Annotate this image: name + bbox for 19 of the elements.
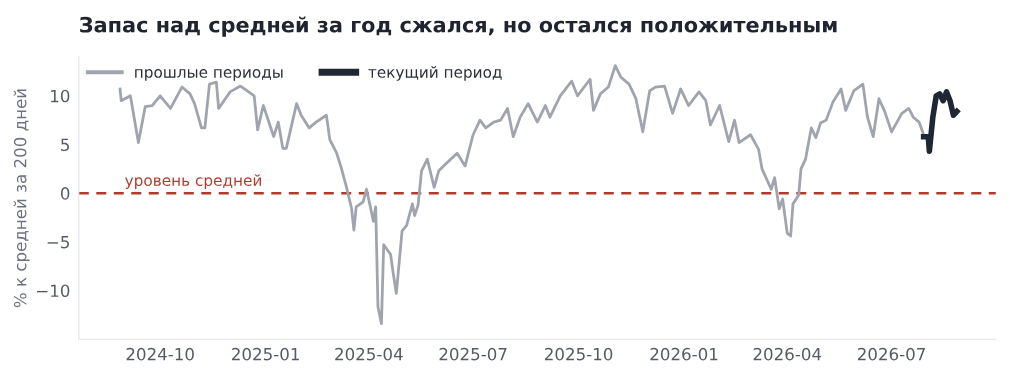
legend-label: прошлые периоды	[135, 69, 283, 81]
y-axis-title: % к средней за 200 дней	[13, 89, 30, 308]
ref-line-label: уровень средней	[125, 174, 261, 189]
x-tick-label: 2026-04	[753, 347, 822, 361]
line-series	[118, 64, 926, 326]
x-tick-label: 2025-01	[232, 347, 299, 361]
y-tick-label: 0	[60, 187, 70, 200]
y-tick-label: −5	[47, 236, 69, 249]
y-tick-label: 10	[51, 89, 70, 103]
x-tick-label: 2025-04	[335, 347, 403, 361]
x-tick-label: 2025-10	[544, 347, 613, 361]
y-tick-label: −10	[37, 284, 70, 298]
x-tick-label: 2026-01	[650, 347, 718, 361]
legend-label: текущий период	[368, 66, 502, 81]
x-tick-label: 2024-10	[126, 347, 194, 361]
y-tick-label: 5	[61, 138, 69, 152]
x-tick-label: 2026-07	[857, 347, 925, 361]
chart-title: Запас над средней за год сжался, но остался положительным	[80, 16, 837, 37]
x-tick-label: 2025-07	[439, 347, 507, 361]
